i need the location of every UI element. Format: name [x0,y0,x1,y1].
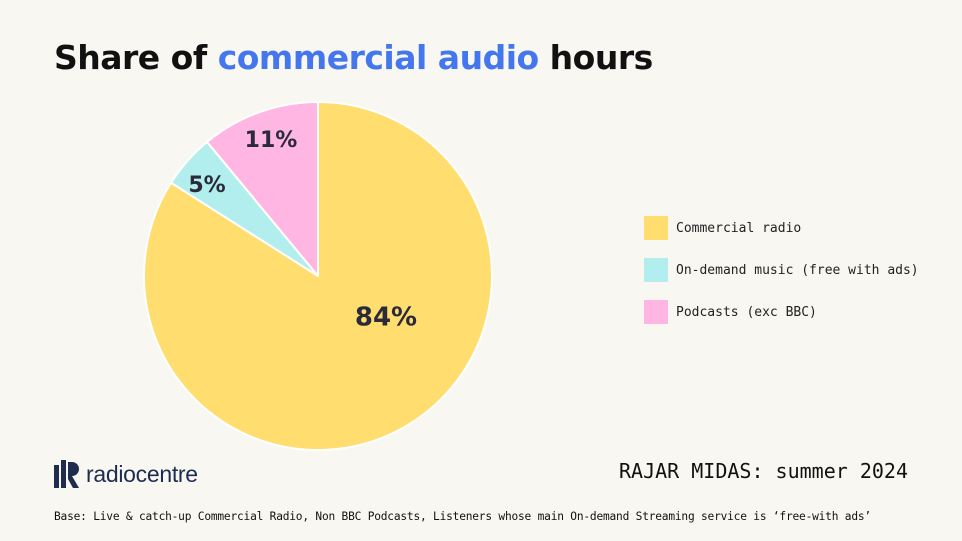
data-label-commercial-radio: 84% [355,303,417,333]
brand-name: radiocentre [86,460,198,487]
legend-swatch-on-demand-music [644,258,668,282]
legend-label-on-demand-music: On-demand music (free with ads) [676,262,919,278]
data-label-podcasts: 11% [245,128,298,153]
source-text: RAJAR MIDAS: summer 2024 [619,459,908,483]
radiocentre-logo-icon [54,460,79,488]
data-label-on-demand-music: 5% [188,173,225,198]
legend-label-podcasts: Podcasts (exc BBC) [676,304,817,320]
legend-item-podcasts: Podcasts (exc BBC) [644,300,919,324]
title-highlight: commercial audio [217,38,539,77]
legend-item-on-demand-music: On-demand music (free with ads) [644,258,919,282]
radiocentre-logo: radiocentre [54,460,198,488]
legend-item-commercial-radio: Commercial radio [644,216,919,240]
title-suffix: hours [538,38,654,77]
base-note: Base: Live & catch-up Commercial Radio, … [54,510,871,523]
legend-swatch-podcasts [644,300,668,324]
legend-swatch-commercial-radio [644,216,668,240]
legend-label-commercial-radio: Commercial radio [676,220,802,236]
pie-slice-podcasts [206,101,319,277]
title-prefix: Share of [54,38,218,77]
chart-title: Share of commercial audio hours [54,38,653,77]
legend: Commercial radio On-demand music (free w… [644,216,919,342]
